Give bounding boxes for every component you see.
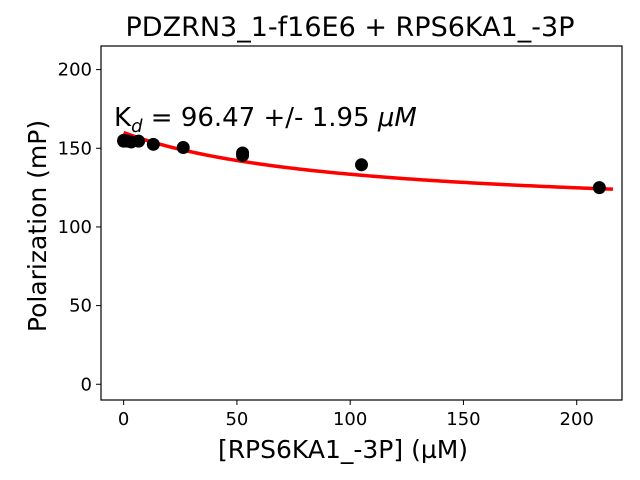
x-tick-label: 50 <box>225 409 248 430</box>
x-axis-label: [RPS6KA1_-3P] (µM) <box>218 435 468 464</box>
x-tick-label: 100 <box>333 409 367 430</box>
data-point <box>236 148 250 162</box>
x-tick-label: 200 <box>560 409 594 430</box>
y-tick-label: 50 <box>69 296 92 317</box>
x-tick-label: 0 <box>118 409 129 430</box>
fit-curve <box>123 130 614 191</box>
y-tick-label: 150 <box>58 138 92 159</box>
data-point <box>176 140 190 154</box>
y-axis-label: Polarization (mP) <box>23 120 52 332</box>
chart-title: PDZRN3_1-f16E6 + RPS6KA1_-3P <box>126 12 575 43</box>
kd-symbol: K <box>114 103 132 133</box>
data-point <box>355 158 368 172</box>
y-tick-label: 100 <box>58 217 92 238</box>
y-tick-label: 0 <box>81 374 92 395</box>
plot-frame <box>100 45 623 401</box>
data-point <box>592 181 606 195</box>
kd-annotation: Kd = 96.47 +/- 1.95 μM <box>114 103 417 137</box>
data-point <box>132 134 146 148</box>
kd-unit: μM <box>377 103 417 133</box>
kd-value: = 96.47 +/- 1.95 <box>143 103 378 133</box>
data-point <box>146 137 160 151</box>
kd-subscript: d <box>131 116 143 137</box>
plot-area: 0 50 100 150 200 0 50 100 150 200 <box>58 45 623 430</box>
y-tick-label: 200 <box>58 60 92 81</box>
x-tick-label: 150 <box>446 409 480 430</box>
